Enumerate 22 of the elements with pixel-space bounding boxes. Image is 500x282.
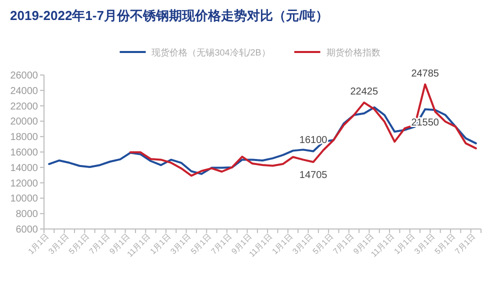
annotation: 22425: [350, 86, 378, 98]
y-tick-label: 20000: [10, 116, 38, 128]
x-tick-label: 1月1日: [392, 232, 416, 256]
annotation: 24785: [411, 68, 440, 80]
y-tick-label: 22000: [10, 101, 38, 112]
x-tick-label: 5月1日: [311, 232, 336, 256]
y-tick-label: 12000: [10, 178, 38, 190]
y-tick-label: 26000: [10, 70, 38, 82]
x-tick-label: 1月1日: [270, 232, 294, 256]
legend-label: 期货价格指数: [326, 48, 380, 58]
y-tick-label: 10000: [10, 194, 38, 205]
y-tick-label: 18000: [10, 132, 38, 144]
line-series: [129, 83, 477, 177]
y-tick-label: 24000: [10, 86, 38, 97]
y-tick-label: 8000: [16, 209, 38, 220]
annotation: 14705: [299, 170, 328, 181]
annotation: 16100: [299, 135, 328, 146]
x-tick-label: 1月1日: [148, 232, 172, 256]
y-tick-label: 16000: [10, 148, 38, 158]
y-tick-label: 14000: [10, 162, 38, 174]
legend-label: 现货价格（无锡304冷轧/2B）: [152, 48, 270, 58]
chart-title: 2019-2022年1-7月份不锈钢期现价格走势对比（元/吨）: [10, 8, 329, 23]
